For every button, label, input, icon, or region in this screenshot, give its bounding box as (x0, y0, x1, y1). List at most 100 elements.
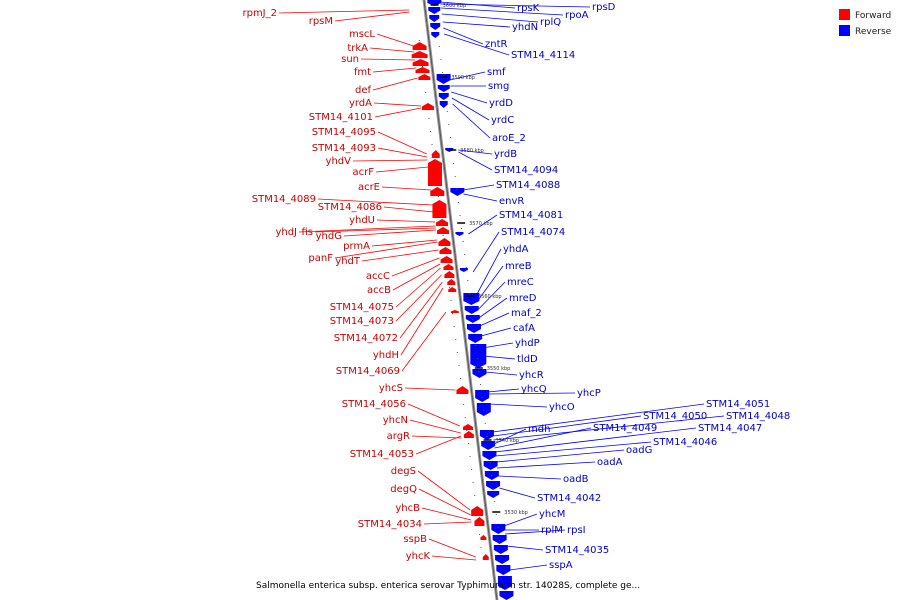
forward-label-leader (343, 229, 437, 237)
forward-gene-label: yhdT (335, 256, 361, 267)
forward-label-leader (334, 11, 410, 22)
forward-gene-label: yrdA (349, 98, 372, 109)
kbp-label: 3590 kbp (451, 75, 475, 81)
forward-label-leader (372, 67, 417, 73)
forward-gene-block (463, 431, 474, 438)
reverse-label-leader (478, 297, 508, 319)
reverse-label-leader (472, 231, 500, 273)
tick-dot (444, 248, 446, 249)
tick-dot (420, 53, 422, 54)
tick-dot (479, 384, 481, 385)
forward-label-leader (375, 166, 429, 173)
tick-dot (449, 137, 451, 138)
tick-dot (473, 332, 475, 333)
forward-label-leader (314, 227, 436, 233)
forward-label-leader (401, 311, 447, 372)
tick-dot (467, 443, 469, 444)
tick-dot (448, 287, 450, 288)
forward-gene-label: mscL (349, 29, 375, 40)
reverse-gene-label: STM14_4049 (593, 423, 657, 434)
forward-gene-block (444, 271, 455, 278)
reverse-gene-label: STM14_4074 (501, 227, 565, 238)
reverse-label-leader (440, 7, 564, 16)
reverse-label-leader (494, 427, 697, 453)
tick-dot (475, 508, 477, 509)
forward-label-leader (317, 198, 433, 206)
reverse-gene-block (439, 101, 448, 108)
forward-gene-label: degS (391, 466, 416, 477)
forward-gene-block (456, 386, 469, 394)
reverse-gene-label: rplM (541, 525, 563, 536)
reverse-label-leader (458, 151, 493, 171)
reverse-label-leader (477, 281, 506, 311)
reverse-gene-label: oadB (563, 474, 589, 485)
legend-forward-swatch (839, 9, 850, 20)
reverse-gene-block (455, 232, 464, 236)
reverse-gene-label: STM14_4088 (496, 180, 560, 191)
reverse-label-leader (504, 529, 566, 535)
reverse-gene-block (495, 555, 510, 564)
tick-dot (443, 85, 445, 86)
reverse-gene-label: mreB (505, 261, 532, 272)
reverse-gene-label: mreD (509, 293, 537, 304)
tick-dot (478, 371, 480, 372)
reverse-gene-block (436, 74, 451, 84)
tick-dot (442, 235, 444, 236)
forward-label-leader (409, 419, 461, 434)
reverse-gene-label: yhcM (539, 509, 565, 520)
reverse-label-leader (493, 415, 725, 441)
reverse-gene-label: aroE_2 (492, 133, 526, 144)
tick-dot (456, 189, 458, 190)
reverse-gene-label: STM14_4048 (726, 411, 790, 422)
reverse-gene-label: STM14_4046 (653, 437, 717, 448)
reverse-label-leader (441, 13, 539, 23)
reverse-gene-label: rpoA (565, 10, 589, 21)
forward-gene-block (448, 287, 457, 292)
reverse-label-leader (483, 355, 516, 360)
reverse-gene-label: STM14_4035 (545, 545, 609, 556)
forward-gene-label: acrF (353, 167, 375, 178)
tick-dot (440, 59, 442, 60)
reverse-label-leader (482, 342, 514, 349)
reverse-gene-label: rpsD (592, 2, 616, 13)
label-leaders (278, 1, 725, 571)
reverse-gene-label: yhcP (577, 388, 601, 399)
forward-gene-label: def (355, 85, 372, 96)
reverse-gene-label: STM14_4114 (511, 50, 575, 61)
reverse-gene-label: sspA (549, 560, 573, 571)
map-caption: Salmonella enterica subsp. enterica sero… (256, 581, 640, 591)
tick-dot (456, 352, 458, 353)
reverse-gene-label: yrdD (489, 98, 513, 109)
tick-dot (484, 423, 486, 424)
reverse-gene-block (429, 15, 440, 22)
forward-gene-label: STM14_4069 (336, 366, 400, 377)
reverse-gene-block (468, 334, 483, 343)
forward-gene-block (471, 506, 484, 516)
forward-gene-label: STM14_4053 (350, 449, 414, 460)
tick-dot (429, 131, 431, 132)
reverse-gene-label: yhdN (512, 22, 538, 33)
tick-dot (457, 202, 459, 203)
forward-gene-block (482, 554, 489, 560)
tick-dot (498, 540, 500, 541)
forward-label-leader (360, 58, 416, 61)
forward-gene-block (439, 247, 452, 254)
forward-label-leader (411, 435, 462, 439)
forward-label-leader (415, 435, 462, 455)
tick-dot (471, 469, 473, 470)
reverse-label-leader (485, 371, 518, 376)
reverse-label-leader (458, 149, 493, 155)
reverse-gene-label: STM14_4042 (537, 493, 601, 504)
tick-dot (446, 111, 448, 112)
reverse-gene-block (497, 576, 512, 590)
forward-label-leader (376, 219, 436, 223)
forward-gene-block (427, 159, 442, 186)
forward-label-leader (334, 241, 438, 259)
forward-gene-label: argR (387, 431, 410, 442)
forward-label-leader (407, 403, 460, 427)
forward-gene-block (412, 59, 429, 66)
forward-label-leader (278, 9, 410, 14)
reverse-gene-label: rpsI (567, 525, 586, 536)
reverse-label-leader (463, 184, 495, 191)
